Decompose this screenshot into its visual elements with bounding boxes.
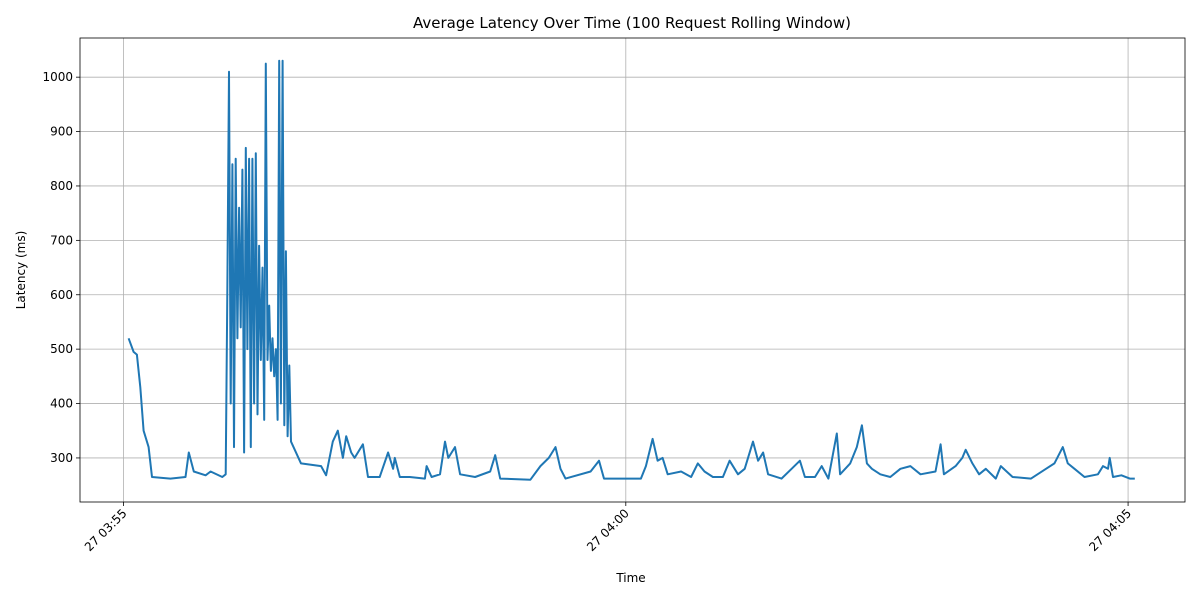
y-tick-label: 700 — [50, 233, 73, 247]
y-tick-label: 900 — [50, 125, 73, 139]
y-tick-label: 1000 — [42, 70, 73, 84]
y-tick-label: 400 — [50, 397, 73, 411]
y-tick-label: 500 — [50, 342, 73, 356]
plot-frame — [79, 37, 1186, 503]
y-tick-label: 300 — [50, 451, 73, 465]
y-tick-label: 600 — [50, 288, 73, 302]
x-tick-label: 27 04:00 — [584, 506, 632, 554]
y-tick-label: 800 — [50, 179, 73, 193]
data-line — [127, 59, 1135, 481]
x-tick-label: 27 03:55 — [82, 506, 130, 554]
x-tick-label: 27 04:05 — [1086, 506, 1134, 554]
x-axis-label: Time — [615, 571, 645, 585]
y-axis-label: Latency (ms) — [14, 231, 28, 310]
chart-title: Average Latency Over Time (100 Request R… — [413, 14, 851, 32]
